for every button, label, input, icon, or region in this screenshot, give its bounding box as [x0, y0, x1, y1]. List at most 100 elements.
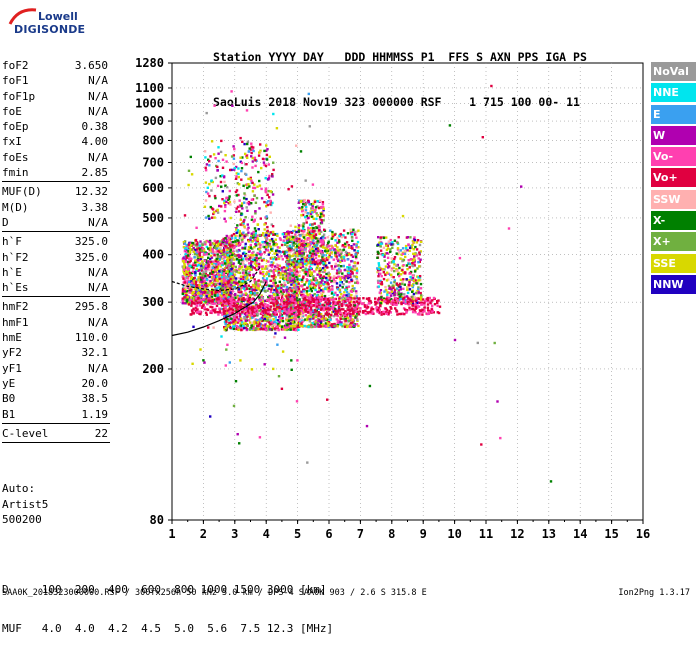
echo-point [318, 226, 320, 228]
echo-point [346, 275, 348, 277]
echo-point [354, 262, 356, 264]
echo-point [392, 261, 394, 263]
y-tick-label: 1000 [135, 97, 164, 111]
echo-point [237, 300, 239, 302]
echo-point [397, 247, 399, 249]
echo-point [256, 319, 258, 321]
echo-point [289, 236, 291, 238]
echo-point [289, 277, 291, 279]
echo-point [282, 274, 284, 276]
echo-point [254, 159, 256, 161]
echo-point [284, 278, 286, 280]
echo-point [198, 253, 200, 255]
echo-point [315, 234, 317, 236]
echo-point [240, 255, 242, 257]
echo-point [265, 273, 267, 275]
echo-point [316, 244, 318, 246]
echo-point [275, 282, 277, 284]
echo-point [240, 259, 242, 261]
echo-point [298, 207, 300, 209]
echo-point [406, 264, 408, 266]
echo-point [355, 256, 357, 258]
echo-point [277, 256, 279, 258]
echo-point [196, 243, 198, 245]
echo-point [184, 243, 186, 245]
echo-point [239, 157, 241, 159]
echo-point [246, 288, 248, 290]
echo-point [233, 247, 235, 249]
echo-point [209, 241, 211, 243]
echo-point [256, 292, 258, 294]
echo-point [240, 329, 242, 331]
echo-point [269, 156, 271, 158]
echo-point [257, 285, 259, 287]
echo-point [257, 224, 259, 226]
echo-point [245, 268, 247, 270]
echo-point [377, 252, 379, 254]
echo-point [420, 294, 422, 296]
echo-point [200, 267, 202, 269]
echo-point [262, 281, 264, 283]
echo-point [357, 230, 359, 232]
echo-point [184, 281, 186, 283]
echo-point [261, 259, 263, 261]
echo-point [328, 272, 330, 274]
echo-point [298, 224, 300, 226]
echo-point [286, 289, 288, 291]
echo-point [276, 294, 278, 296]
echo-point [300, 285, 302, 287]
echo-point [203, 253, 205, 255]
echo-point [354, 304, 356, 306]
echo-point [227, 325, 229, 327]
echo-point [224, 260, 226, 262]
echo-point [300, 214, 302, 216]
echo-point [249, 239, 251, 241]
echo-point [261, 253, 263, 255]
echo-point [413, 241, 415, 243]
echo-point [309, 320, 311, 322]
echo-point [198, 284, 200, 286]
echo-point [240, 278, 242, 280]
echo-point [295, 268, 297, 270]
echo-point [302, 225, 304, 227]
echo-point [223, 272, 225, 274]
echo-point [236, 316, 238, 318]
echo-point [224, 283, 226, 285]
echo-point [262, 158, 264, 160]
echo-point [226, 241, 228, 243]
echo-point [236, 207, 238, 209]
echo-point [229, 245, 231, 247]
echo-point [216, 294, 218, 296]
echo-point [327, 242, 329, 244]
echo-point [314, 289, 316, 291]
echo-point [266, 148, 268, 150]
echo-point [233, 328, 235, 330]
echo-point [269, 323, 271, 325]
echo-point [256, 252, 258, 254]
echo-point [397, 242, 399, 244]
echo-point [189, 291, 191, 293]
echo-point [333, 294, 335, 296]
echo-point [241, 266, 243, 268]
echo-point [213, 254, 215, 256]
echo-point [254, 227, 256, 229]
echo-point [390, 282, 392, 284]
echo-point [249, 257, 251, 259]
echo-point [300, 263, 302, 265]
echo-point [419, 275, 421, 277]
echo-point [351, 236, 353, 238]
echo-point [320, 325, 322, 327]
echo-point [325, 277, 327, 279]
echo-point [337, 288, 339, 290]
echo-point [212, 249, 214, 251]
echo-point [283, 253, 285, 255]
echo-point [233, 233, 235, 235]
echo-point [356, 267, 358, 269]
y-tick-label: 500 [142, 211, 164, 225]
echo-point [266, 268, 268, 270]
echo-point [310, 235, 312, 237]
echo-point [334, 265, 336, 267]
echo-point [232, 241, 234, 243]
echo-point [196, 251, 198, 253]
echo-point [254, 243, 256, 245]
